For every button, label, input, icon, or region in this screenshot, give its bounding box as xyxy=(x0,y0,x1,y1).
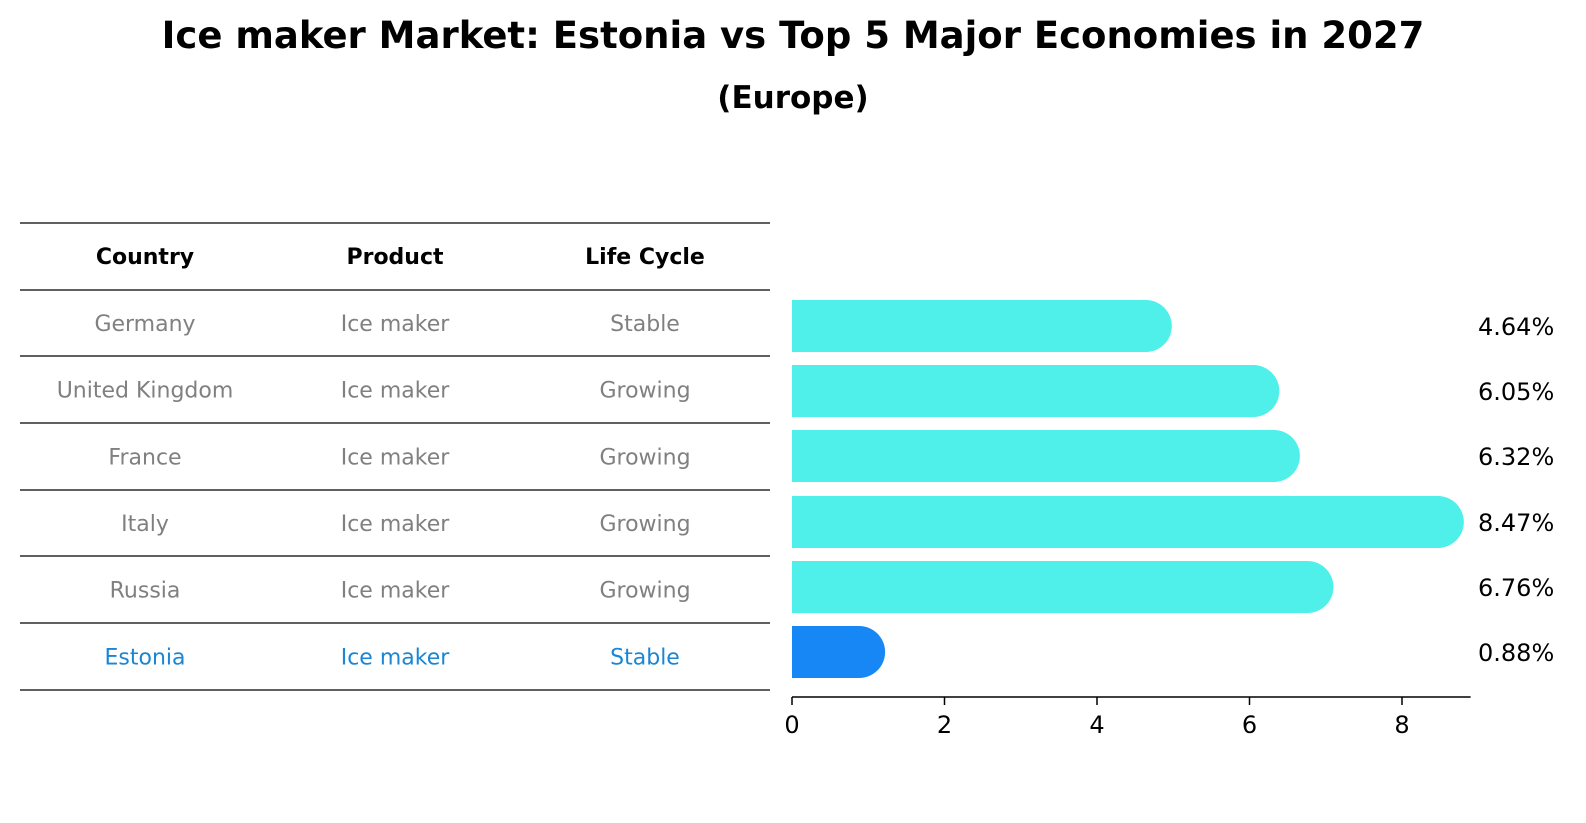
cell-product: Ice maker xyxy=(341,446,451,471)
cell-product: Ice maker xyxy=(341,512,451,537)
bar-value-label: 0.88% xyxy=(1478,639,1554,667)
header-country: Country xyxy=(96,245,194,270)
chart-title: Ice maker Market: Estonia vs Top 5 Major… xyxy=(161,14,1425,57)
cell-life-cycle: Growing xyxy=(599,446,690,471)
cell-country: United Kingdom xyxy=(57,379,234,404)
header-life-cycle: Life Cycle xyxy=(585,245,705,270)
cell-product: Ice maker xyxy=(341,379,451,404)
bar-germany xyxy=(792,300,1172,352)
x-tick-label: 6 xyxy=(1242,711,1257,739)
x-tick-label: 2 xyxy=(937,711,952,739)
cell-country: Estonia xyxy=(105,646,186,671)
bar-value-label: 8.47% xyxy=(1478,509,1554,537)
cell-life-cycle: Stable xyxy=(610,646,680,671)
x-tick-label: 4 xyxy=(1089,711,1104,739)
bar-france xyxy=(792,430,1300,482)
cell-country: Russia xyxy=(110,579,181,604)
bar-russia xyxy=(792,561,1334,613)
cell-country: Italy xyxy=(121,512,169,537)
cell-life-cycle: Growing xyxy=(599,579,690,604)
bar-italy xyxy=(792,496,1464,548)
bar-chart: 4.64% 6.05% 6.32% 8.47% 6.76% 0.88% xyxy=(792,300,1554,678)
bar-value-label: 6.05% xyxy=(1478,378,1554,406)
cell-product: Ice maker xyxy=(341,646,451,671)
x-tick-label: 0 xyxy=(784,711,799,739)
header-product: Product xyxy=(346,245,444,270)
cell-life-cycle: Growing xyxy=(599,512,690,537)
cell-life-cycle: Stable xyxy=(610,312,680,337)
x-axis: 0 2 4 6 8 xyxy=(784,696,1471,739)
cell-product: Ice maker xyxy=(341,579,451,604)
chart-subtitle: (Europe) xyxy=(717,80,869,116)
cell-country: Germany xyxy=(94,312,195,337)
cell-country: France xyxy=(108,446,181,471)
x-tick-label: 8 xyxy=(1394,711,1409,739)
bar-value-label: 6.76% xyxy=(1478,574,1554,602)
bar-value-label: 4.64% xyxy=(1478,313,1554,341)
cell-product: Ice maker xyxy=(341,312,451,337)
bar-united-kingdom xyxy=(792,365,1280,417)
bar-estonia xyxy=(792,626,886,678)
bar-value-label: 6.32% xyxy=(1478,443,1554,471)
data-table: Country Product Life Cycle Germany Ice maker… xyxy=(20,222,770,691)
cell-life-cycle: Growing xyxy=(599,379,690,404)
